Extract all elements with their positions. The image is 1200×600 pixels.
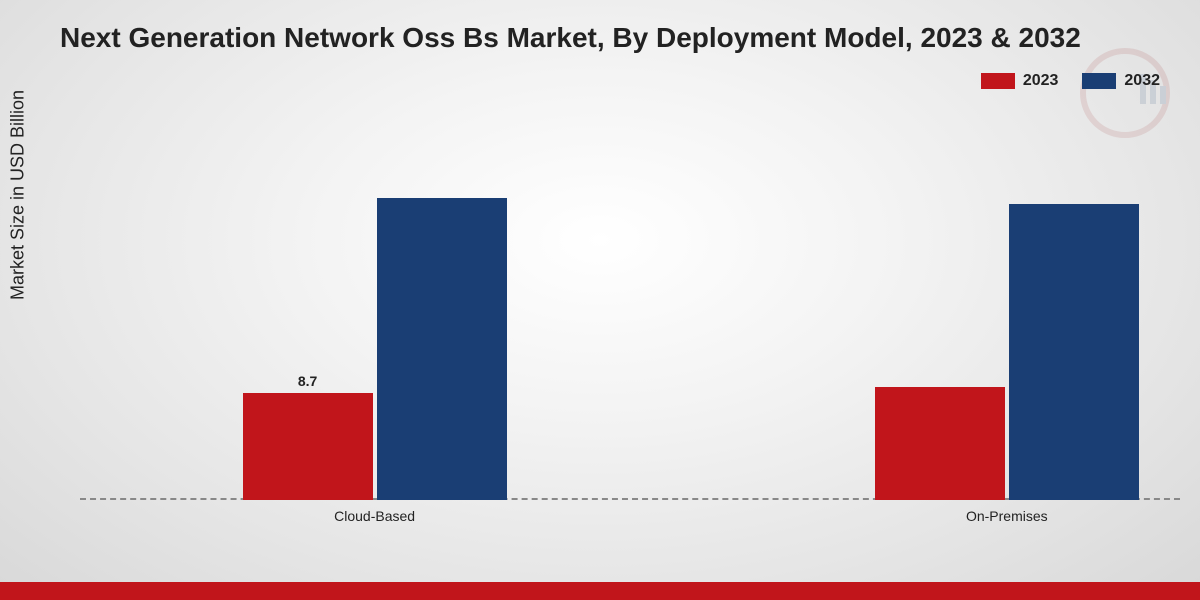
legend-swatch-2032 (1082, 73, 1116, 89)
watermark-logo (1080, 48, 1170, 138)
legend-swatch-2023 (981, 73, 1015, 89)
y-axis-label: Market Size in USD Billion (8, 90, 29, 300)
bar-onprem-2023 (875, 387, 1005, 501)
chart-title: Next Generation Network Oss Bs Market, B… (60, 22, 1200, 54)
bar-group-onprem: On-Premises (875, 204, 1139, 500)
bar-cloud-2032 (377, 198, 507, 500)
legend-label-2032: 2032 (1124, 72, 1160, 90)
legend-item-2023: 2023 (981, 72, 1059, 90)
legend-label-2023: 2023 (1023, 72, 1059, 90)
bar-cloud-2023 (243, 393, 373, 500)
chart-container: Next Generation Network Oss Bs Market, B… (0, 0, 1200, 600)
legend: 2023 2032 (0, 72, 1160, 90)
bar-value-label: 8.7 (298, 373, 317, 389)
x-tick-cloud: Cloud-Based (334, 508, 415, 524)
x-tick-onprem: On-Premises (966, 508, 1048, 524)
legend-item-2032: 2032 (1082, 72, 1160, 90)
bar-onprem-2032 (1009, 204, 1139, 500)
footer-accent-bar (0, 582, 1200, 600)
plot-area: 8.7 Cloud-Based On-Premises (90, 130, 1180, 500)
bar-group-cloud: 8.7 Cloud-Based (243, 198, 507, 500)
